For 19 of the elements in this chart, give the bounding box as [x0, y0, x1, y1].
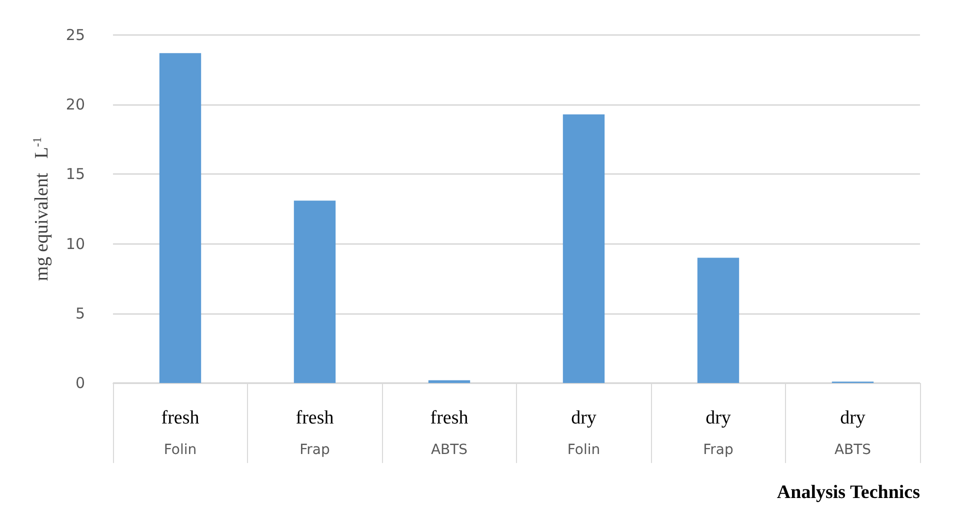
y-tick-label: 0 [75, 374, 85, 392]
x-axis-title: Analysis Technics [776, 482, 920, 503]
y-tick-label: 15 [66, 165, 85, 184]
bar [562, 114, 605, 383]
bar [159, 53, 202, 383]
bar [428, 380, 470, 383]
y-tick-label: 20 [66, 96, 85, 114]
bar [294, 200, 336, 383]
x-tick-label: fresh Folin [161, 408, 200, 458]
y-axis-title: mg equivalent L-1 [30, 136, 52, 282]
x-tick-label: dry Frap [703, 408, 734, 458]
y-tick-label: 25 [66, 26, 85, 44]
x-tick-label: fresh ABTS [430, 408, 469, 458]
bar [697, 258, 740, 383]
x-tick-label: dry Folin [567, 408, 600, 458]
x-tick-label: fresh Frap [296, 408, 334, 458]
x-tick-label: dry ABTS [834, 408, 872, 458]
y-tick-label: 5 [75, 304, 85, 322]
y-tick-label: 10 [66, 234, 85, 253]
